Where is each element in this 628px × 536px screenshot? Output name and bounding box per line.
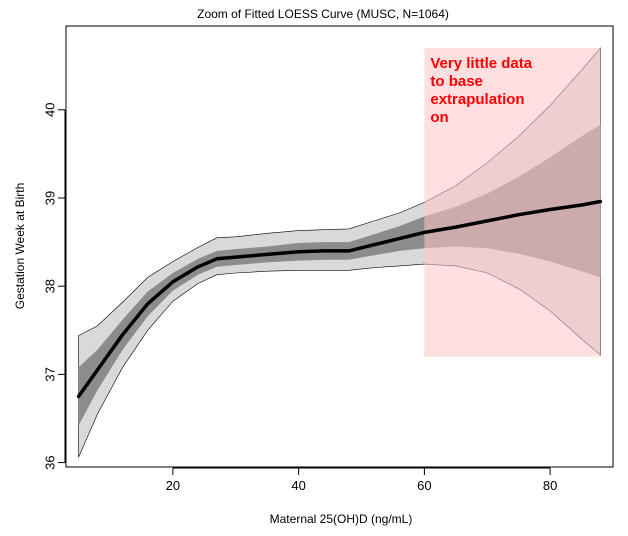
x-tick-label: 20 xyxy=(166,478,180,493)
annotation-line: on xyxy=(430,109,448,126)
x-axis: 20 40 60 80 xyxy=(166,467,557,493)
y-tick-label: 38 xyxy=(43,279,58,293)
x-axis-title: Maternal 25(OH)D (ng/mL) xyxy=(270,512,413,526)
y-tick-label: 39 xyxy=(43,191,58,205)
annotation-line: to base xyxy=(430,73,483,90)
y-tick-label: 36 xyxy=(43,455,58,469)
chart-title: Zoom of Fitted LOESS Curve (MUSC, N=1064… xyxy=(197,7,449,21)
plot-area: Very little data to base extrapulation on xyxy=(76,47,603,458)
plot-border xyxy=(65,25,614,468)
annotation-text: Very little data to base extrapulation on xyxy=(430,55,532,126)
y-tick-label: 40 xyxy=(43,103,58,117)
x-tick-label: 80 xyxy=(543,478,557,493)
y-axis-title: Gestation Week at Birth xyxy=(13,183,27,310)
y-axis: 36 37 38 39 40 xyxy=(43,103,66,470)
y-tick-label: 37 xyxy=(43,367,58,381)
annotation-line: extrapulation xyxy=(430,91,524,108)
annotation-line: Very little data xyxy=(430,55,532,72)
x-tick-label: 60 xyxy=(417,478,431,493)
extrapolation-highlight xyxy=(424,48,601,357)
x-tick-label: 40 xyxy=(291,478,305,493)
loess-fit-line xyxy=(76,199,603,399)
